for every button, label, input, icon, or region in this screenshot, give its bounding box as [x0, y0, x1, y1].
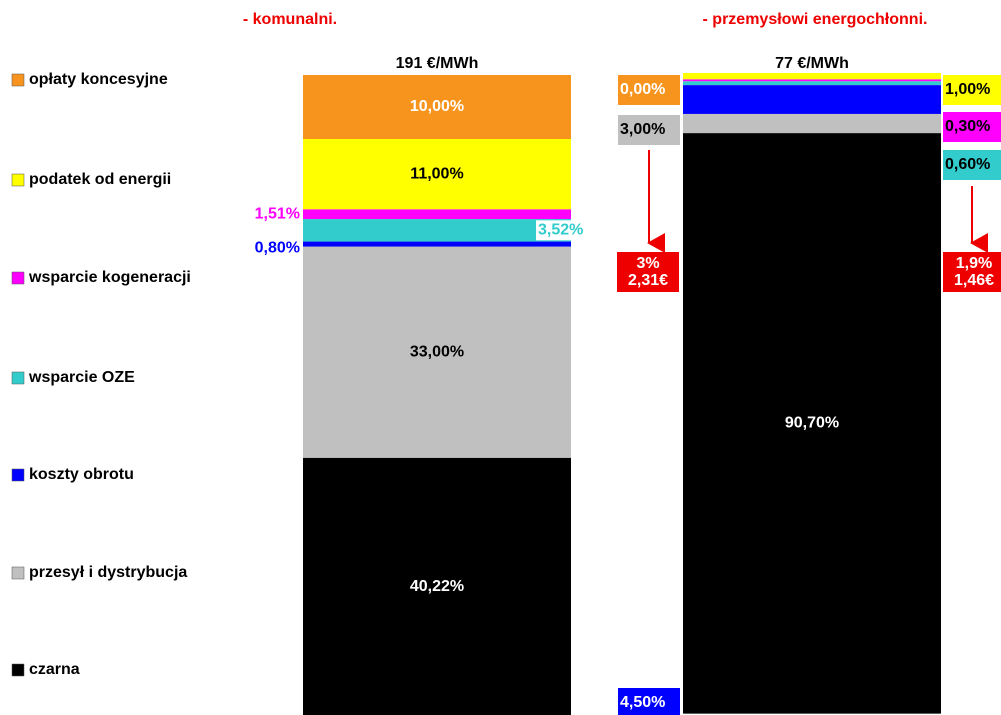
bar-title: - komunalni. [243, 11, 337, 28]
label-bg [536, 220, 594, 241]
legend-swatch [11, 271, 25, 285]
bar-segment [683, 79, 941, 82]
bar-segment [303, 75, 571, 139]
legend-label: przesył i dystrybucja [29, 564, 187, 581]
label-box [618, 115, 680, 145]
bar-segment [303, 246, 571, 458]
annotation: 3% [636, 255, 659, 272]
annotation-box [617, 252, 679, 292]
bar-segment [303, 219, 571, 242]
legend-swatch [11, 173, 25, 187]
annotation-box [943, 252, 1001, 292]
value-label: 11,00% [410, 165, 463, 182]
value-label: 1,51% [255, 205, 300, 222]
legend-label: wsparcie kogeneracji [28, 269, 191, 286]
annotation: 2,31€ [628, 272, 668, 289]
bar-segment [683, 81, 941, 86]
label-box [943, 75, 1001, 105]
legend-swatch [11, 468, 25, 482]
value-label: 0,80% [255, 239, 300, 256]
legend-label: czarna [29, 661, 80, 678]
legend-label: opłaty koncesyjne [29, 71, 168, 88]
value-label: 3,52% [538, 222, 583, 239]
annotation: 1,9% [956, 255, 992, 272]
value-label: 0,00% [620, 81, 665, 98]
bar-segment [303, 457, 571, 715]
value-label: 10,00% [410, 98, 464, 115]
legend-swatch [11, 73, 25, 87]
value-label: 90,70% [785, 415, 839, 432]
value-label: 33,00% [410, 344, 464, 361]
value-label: 1,00% [945, 81, 990, 98]
value-label: 4,50% [620, 694, 665, 711]
bar-segment [303, 209, 571, 220]
value-label: 40,22% [410, 578, 464, 595]
value-label: 0,30% [945, 118, 990, 135]
value-label: 0,60% [945, 156, 990, 173]
label-box [618, 75, 680, 105]
legend-swatch [11, 371, 25, 385]
label-box [618, 688, 680, 715]
bar-total: 77 €/MWh [775, 55, 849, 72]
bar-segment [303, 241, 571, 247]
bar-segment [683, 73, 941, 80]
legend-swatch [11, 566, 25, 580]
legend-label: wsparcie OZE [28, 369, 135, 386]
bar-segment [683, 113, 941, 134]
bar-segment [683, 85, 941, 114]
legend-label: podatek od energii [29, 171, 171, 188]
bar-title: - przemysłowi energochłonni. [703, 11, 928, 28]
legend-label: koszty obrotu [29, 466, 134, 483]
label-box [943, 150, 1001, 180]
value-label: 3,00% [620, 121, 665, 138]
bar-total: 191 €/MWh [396, 55, 479, 72]
bar-segment [683, 133, 941, 714]
legend-swatch [11, 663, 25, 677]
label-box [943, 112, 1001, 142]
bar-segment [303, 139, 571, 210]
annotation: 1,46€ [954, 272, 994, 289]
